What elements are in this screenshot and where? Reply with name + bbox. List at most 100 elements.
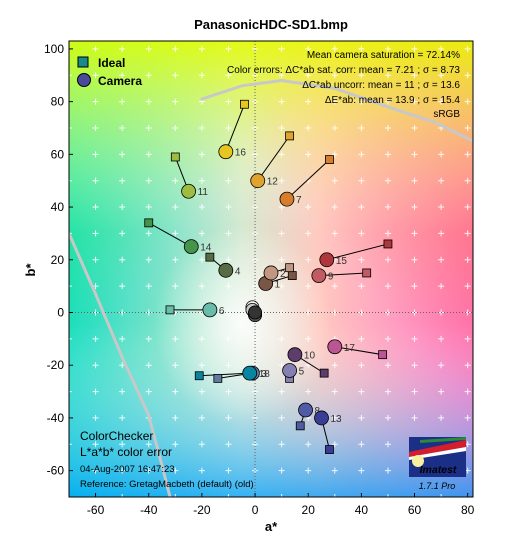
- grid-cross: [172, 98, 179, 105]
- grid-cross: [305, 335, 312, 342]
- grid-cross: [145, 45, 152, 52]
- grid-cross: [411, 45, 418, 52]
- patch-number-label: 6: [219, 306, 225, 317]
- patch-number-label: 4: [235, 266, 241, 277]
- grid-cross: [464, 388, 471, 395]
- grid-cross: [278, 283, 285, 290]
- grid-cross: [119, 441, 126, 448]
- x-tick-label: 80: [461, 503, 475, 517]
- grid-cross: [92, 230, 99, 237]
- ideal-square-marker: [362, 268, 372, 278]
- grid-cross: [438, 230, 445, 237]
- patch-number-label: 13: [331, 414, 343, 425]
- logo-stripe-green: [420, 437, 466, 443]
- grid-cross: [411, 204, 418, 211]
- x-tick-label: 0: [252, 503, 259, 517]
- srgb-gamut-boundary: [69, 78, 473, 497]
- grid-cross: [278, 441, 285, 448]
- grid-cross: [331, 414, 338, 421]
- grid-cross: [278, 362, 285, 369]
- neutral-circle-marker: [248, 305, 262, 320]
- logo-stripe-white: [409, 447, 466, 460]
- grid-cross: [384, 335, 391, 342]
- grid-cross: [464, 283, 471, 290]
- grid-cross: [278, 388, 285, 395]
- stat-color-space: sRGB: [433, 109, 460, 120]
- grid-cross: [358, 335, 365, 342]
- x-tick-label: 60: [408, 503, 422, 517]
- grid-cross: [198, 230, 205, 237]
- grid-cross: [69, 441, 72, 448]
- grid-cross: [225, 124, 232, 131]
- plot-frame: [68, 40, 474, 498]
- grid-cross: [92, 441, 99, 448]
- camera-circle-marker: [287, 347, 303, 363]
- patch-number-label: 10: [304, 351, 316, 362]
- ideal-square-marker: [205, 252, 215, 262]
- grid-cross: [331, 388, 338, 395]
- camera-circle-marker: [319, 252, 335, 268]
- grid-cross: [172, 177, 179, 184]
- grid-cross: [225, 335, 232, 342]
- logo-text: Imatest: [420, 464, 457, 476]
- grid-cross: [305, 151, 312, 158]
- ideal-square-marker: [383, 239, 393, 249]
- camera-circle-marker: [263, 265, 279, 281]
- grid-cross: [331, 177, 338, 184]
- grid-cross: [198, 256, 205, 263]
- error-line: [334, 346, 383, 356]
- camera-circle-marker: [311, 268, 327, 283]
- patch-number-label: 5: [299, 366, 305, 377]
- grid-cross: [305, 256, 312, 263]
- camera-circle-marker: [181, 183, 197, 199]
- error-line: [225, 104, 245, 152]
- grid-cross: [172, 494, 179, 497]
- grid-cross: [198, 124, 205, 131]
- grid-cross: [225, 441, 232, 448]
- grid-cross: [198, 45, 205, 52]
- footer-reference: Reference: GretagMacbeth (default) (old): [80, 479, 254, 490]
- legend-camera-marker: [77, 73, 91, 87]
- grid-cross: [464, 72, 471, 79]
- grid-cross: [438, 151, 445, 158]
- grid-cross: [69, 335, 72, 342]
- grid-cross: [411, 414, 418, 421]
- annotation-title-line2: L*a*b* color error: [80, 445, 172, 459]
- imatest-logo: Imatest 1.7.1 Pro: [409, 437, 466, 491]
- grid-cross: [384, 72, 391, 79]
- grid-cross: [172, 335, 179, 342]
- grid-cross: [119, 494, 126, 497]
- grid-cross: [305, 283, 312, 290]
- grid-cross: [278, 467, 285, 474]
- grid-cross: [172, 204, 179, 211]
- grid-cross: [411, 256, 418, 263]
- logo-stripe-red: [409, 440, 466, 457]
- ideal-square-marker: [287, 271, 297, 280]
- grid-cross: [225, 494, 232, 497]
- ideal-square-marker: [325, 445, 334, 454]
- grid-cross: [92, 256, 99, 263]
- grid-cross: [331, 151, 338, 158]
- grid-cross: [305, 72, 312, 79]
- grid-cross: [92, 98, 99, 105]
- ideal-square-marker: [378, 350, 388, 360]
- patch-number-label: 14: [200, 243, 212, 254]
- grid-cross: [331, 441, 338, 448]
- grid-cross: [358, 45, 365, 52]
- chart-title: PanasonicHDC-SD1.bmp: [194, 17, 348, 32]
- patch-number-label: 11: [198, 187, 209, 198]
- grid-cross: [69, 283, 72, 290]
- grid-cross: [119, 204, 126, 211]
- grid-cross: [69, 230, 72, 237]
- camera-circle-marker: [250, 173, 266, 189]
- grid-cross: [411, 151, 418, 158]
- grid-cross: [145, 335, 152, 342]
- grid-cross: [92, 414, 99, 421]
- grid-cross: [119, 45, 126, 52]
- grid-cross: [411, 362, 418, 369]
- grid-cross: [172, 256, 179, 263]
- grid-cross: [438, 283, 445, 290]
- grid-cross: [331, 230, 338, 237]
